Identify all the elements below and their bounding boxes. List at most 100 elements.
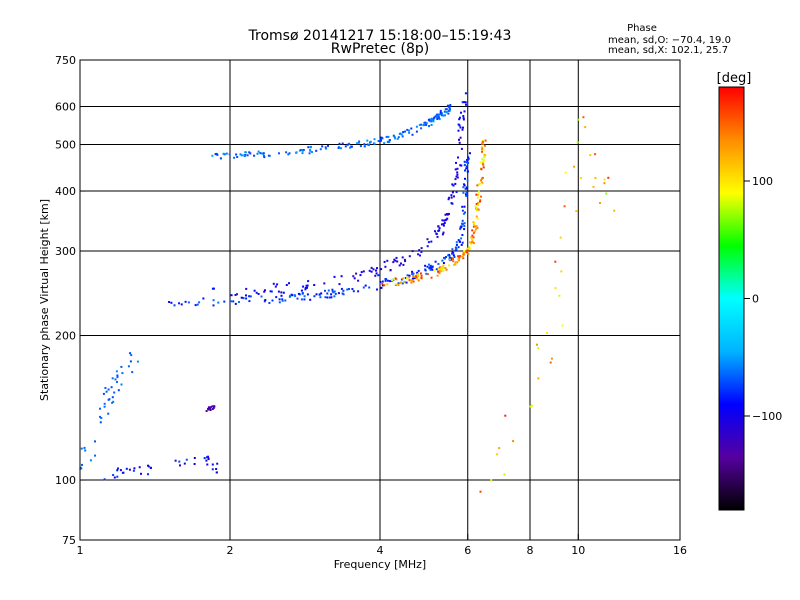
data-point xyxy=(297,292,300,295)
data-point xyxy=(174,459,177,462)
data-point xyxy=(392,261,395,264)
data-point xyxy=(100,417,103,419)
data-point xyxy=(105,390,108,393)
data-point xyxy=(554,287,557,290)
data-point xyxy=(450,258,453,261)
data-point xyxy=(426,265,429,268)
data-point xyxy=(351,288,354,290)
data-point xyxy=(429,265,432,268)
data-point xyxy=(460,111,462,114)
data-point xyxy=(350,145,353,148)
data-point xyxy=(444,114,446,117)
data-point xyxy=(472,236,475,239)
data-point xyxy=(304,286,307,289)
data-point xyxy=(119,469,122,472)
data-point xyxy=(433,116,436,119)
data-point xyxy=(246,154,249,157)
data-point xyxy=(461,219,464,222)
data-point xyxy=(313,295,316,298)
data-point xyxy=(584,126,587,129)
data-point xyxy=(476,226,479,229)
data-point xyxy=(411,279,413,282)
data-point xyxy=(417,275,420,278)
data-point xyxy=(276,283,279,286)
data-point xyxy=(462,186,465,189)
data-point xyxy=(428,125,430,128)
data-point xyxy=(396,260,399,263)
data-point xyxy=(477,204,480,206)
data-point xyxy=(442,231,445,234)
data-point xyxy=(459,116,461,119)
data-point xyxy=(456,171,459,174)
data-point xyxy=(213,405,215,408)
data-point xyxy=(402,280,405,283)
x-tick-label: 1 xyxy=(77,544,84,557)
data-point xyxy=(405,277,408,280)
data-point xyxy=(384,265,387,268)
data-point xyxy=(333,295,336,298)
data-point xyxy=(395,278,398,281)
data-point xyxy=(448,105,451,108)
data-point xyxy=(463,110,466,113)
data-point xyxy=(249,295,252,298)
data-point xyxy=(415,275,417,278)
data-point xyxy=(426,238,429,241)
data-point xyxy=(420,247,423,250)
data-point xyxy=(457,239,460,241)
data-point xyxy=(483,144,486,147)
data-point xyxy=(474,205,477,208)
colorbar-ticks: 100 0 −100 xyxy=(744,175,782,423)
data-point xyxy=(274,285,277,288)
data-point xyxy=(441,233,444,236)
data-point xyxy=(300,289,303,292)
data-point xyxy=(401,256,404,259)
data-point xyxy=(463,222,466,225)
data-point xyxy=(512,440,515,443)
data-point xyxy=(334,292,337,295)
data-point xyxy=(554,260,557,263)
data-point xyxy=(439,111,442,114)
data-point xyxy=(429,120,432,123)
data-point xyxy=(400,278,403,281)
data-point xyxy=(381,284,384,287)
data-point xyxy=(397,284,400,286)
data-point xyxy=(439,109,442,112)
data-point xyxy=(328,296,331,299)
data-point xyxy=(470,242,473,245)
data-point xyxy=(368,143,370,146)
data-point xyxy=(287,153,290,156)
data-point xyxy=(410,281,413,284)
data-point xyxy=(228,153,231,156)
data-point xyxy=(376,267,378,270)
data-point xyxy=(420,274,423,277)
data-point xyxy=(99,415,101,418)
data-point xyxy=(268,302,271,304)
data-point xyxy=(207,457,210,460)
data-point xyxy=(185,458,188,461)
data-point xyxy=(129,352,132,355)
data-point xyxy=(430,240,433,243)
data-point xyxy=(389,269,392,272)
data-point xyxy=(376,288,378,291)
data-point xyxy=(448,264,451,267)
data-point xyxy=(475,209,478,212)
data-point xyxy=(303,295,306,298)
data-point xyxy=(338,283,341,286)
data-point xyxy=(402,131,405,134)
data-point xyxy=(498,447,501,450)
data-point xyxy=(537,347,540,350)
data-point xyxy=(255,291,258,294)
data-point xyxy=(230,294,233,297)
data-point xyxy=(338,142,341,145)
data-point xyxy=(559,236,562,239)
data-point xyxy=(324,296,327,299)
data-point xyxy=(458,240,461,243)
data-point xyxy=(463,205,466,208)
data-point xyxy=(225,152,228,155)
data-point xyxy=(482,159,485,162)
data-point xyxy=(411,277,414,280)
data-point xyxy=(330,293,333,296)
data-point xyxy=(128,468,131,471)
data-point xyxy=(441,259,444,262)
data-point xyxy=(112,474,115,476)
